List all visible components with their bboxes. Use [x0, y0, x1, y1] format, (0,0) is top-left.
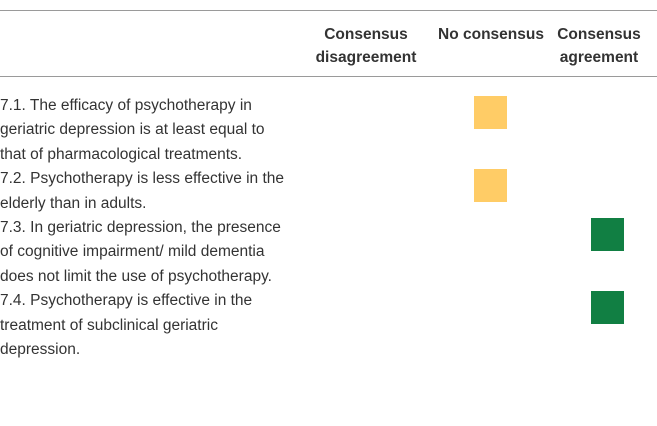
column-header: Consensus disagreement	[315, 26, 417, 66]
table-row: 7.3. In geriatric depression, the presen…	[0, 216, 657, 289]
result-square	[591, 291, 624, 325]
table-body: 7.1. The efficacy of psychotherapy in ge…	[0, 94, 657, 362]
header-rule	[0, 76, 657, 77]
statement: 7.3. In geriatric depression, the presen…	[0, 219, 281, 285]
top-rule	[0, 10, 657, 11]
result-square	[591, 218, 624, 252]
result-square	[474, 169, 507, 203]
statement: 7.1. The efficacy of psychotherapy in ge…	[0, 97, 265, 163]
column-header: Consensus agreement	[557, 26, 641, 66]
statement: 7.2. Psychotherapy is less effective in …	[0, 170, 285, 212]
statement: 7.4. Psychotherapy is effective in the t…	[0, 292, 253, 359]
result-square	[474, 96, 507, 129]
table-row: 7.1. The efficacy of psychotherapy in ge…	[0, 94, 657, 167]
column-header: No consensus	[438, 26, 544, 43]
table-row: 7.2. Psychotherapy is less effective in …	[0, 167, 657, 216]
table-row: 7.4. Psychotherapy is effective in the t…	[0, 289, 657, 362]
